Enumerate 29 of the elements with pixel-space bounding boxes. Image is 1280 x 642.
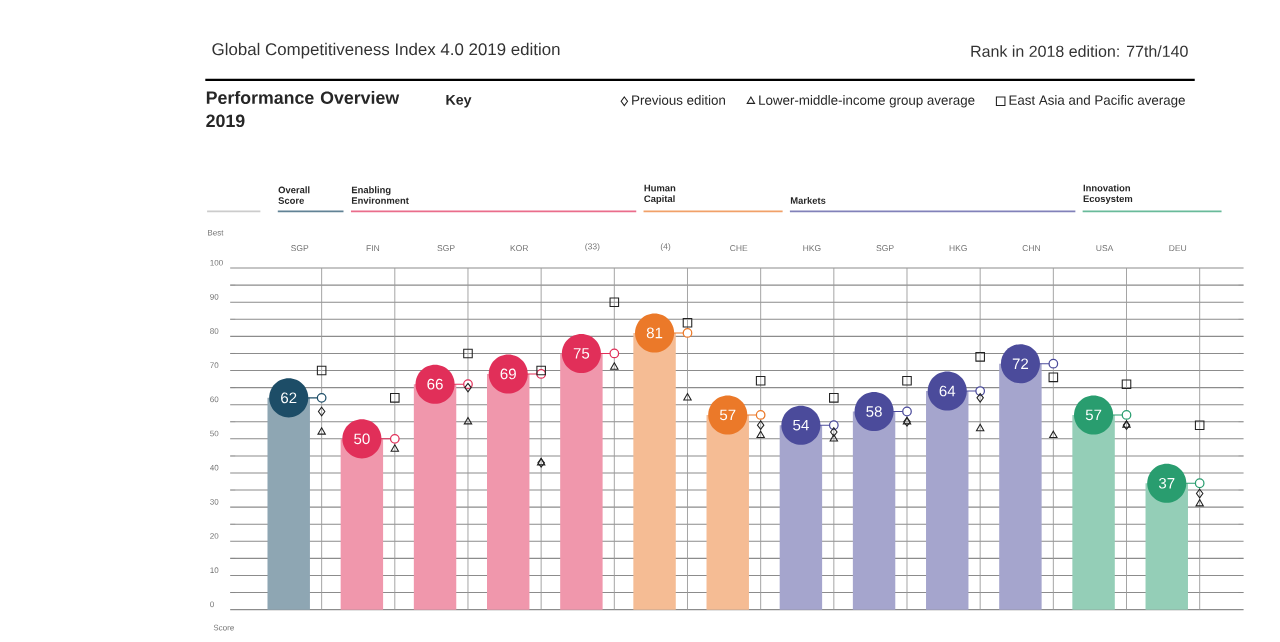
point bbox=[682, 318, 693, 328]
point bbox=[756, 431, 765, 439]
point bbox=[756, 420, 765, 431]
point bbox=[902, 376, 912, 386]
point bbox=[1195, 499, 1204, 507]
point bbox=[609, 297, 620, 308]
point bbox=[829, 393, 839, 404]
point bbox=[390, 444, 400, 453]
point bbox=[755, 376, 766, 386]
point bbox=[975, 352, 985, 363]
point bbox=[317, 427, 326, 436]
point bbox=[317, 407, 326, 417]
point bbox=[610, 362, 619, 371]
point bbox=[829, 434, 839, 442]
chart-title: Global Competitiveness Index 4.0 2019 edition bbox=[212, 43, 560, 59]
point bbox=[975, 424, 985, 432]
point bbox=[463, 349, 473, 359]
point bbox=[463, 417, 473, 425]
point bbox=[1048, 372, 1059, 383]
point bbox=[1049, 431, 1058, 439]
point bbox=[683, 393, 692, 401]
point bbox=[316, 366, 327, 376]
point bbox=[1194, 420, 1205, 431]
point bbox=[976, 393, 984, 404]
point bbox=[390, 393, 400, 404]
point bbox=[1195, 489, 1204, 499]
point bbox=[1121, 379, 1132, 390]
point bbox=[830, 427, 838, 438]
chart-subtitle: Performance Overview 2019 bbox=[206, 91, 400, 128]
